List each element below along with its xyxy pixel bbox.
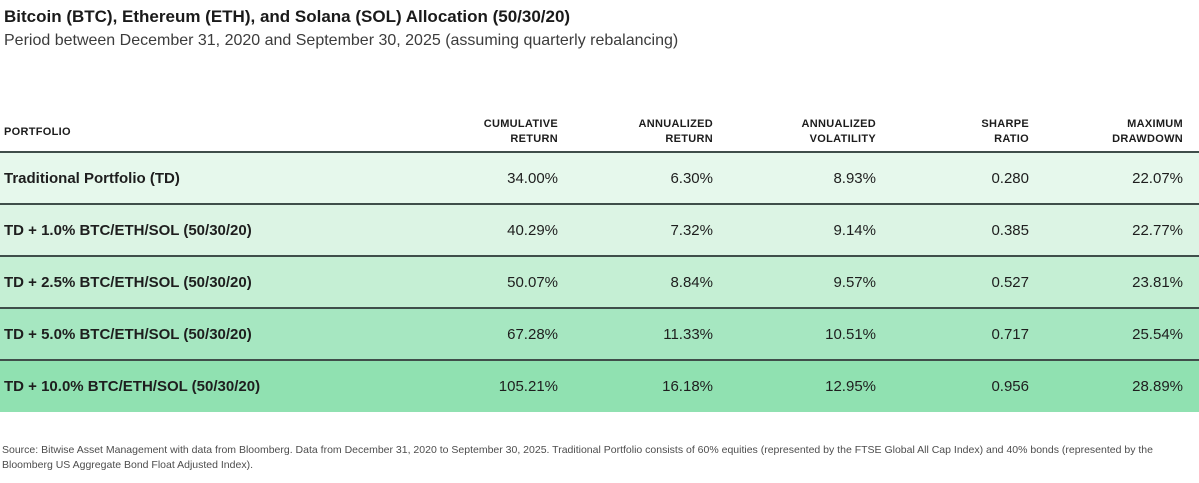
annualized-volatility-value: 12.95% [825,378,876,395]
portfolio-label: TD + 1.0% BTC/ETH/SOL (50/30/20) [4,221,252,239]
maximum-drawdown-value: 25.54% [1132,325,1183,343]
source-note: Source: Bitwise Asset Management with da… [2,444,1153,471]
column-header-annualized-return: ANNUALIZED RETURN [558,113,713,153]
cumulative-return-value: 67.28% [507,325,558,343]
annualized-volatility-value: 9.57% [833,273,876,291]
portfolio-label: TD + 2.5% BTC/ETH/SOL (50/30/20) [4,273,252,291]
table-row: TD + 2.5% BTC/ETH/SOL (50/30/20) 50.07% … [0,256,1199,308]
maximum-drawdown-value: 23.81% [1132,273,1183,291]
annualized-return-value: 16.18% [662,378,713,395]
sharpe-ratio-value: 0.280 [991,169,1029,187]
sharpe-ratio-value: 0.717 [991,325,1029,343]
sharpe-ratio-value: 0.956 [991,378,1029,395]
page-title: Bitcoin (BTC), Ethereum (ETH), and Solan… [4,7,571,26]
sharpe-ratio-value: 0.527 [991,273,1029,291]
cumulative-return-value: 105.21% [498,378,558,395]
table-header-row: PORTFOLIO CUMULATIVE RETURN ANNUALIZED R… [0,113,1199,153]
cumulative-return-value: 50.07% [507,273,558,291]
maximum-drawdown-value: 22.07% [1132,169,1183,187]
sharpe-ratio-value: 0.385 [991,221,1029,239]
column-header-annualized-volatility: ANNUALIZED VOLATILITY [713,113,876,153]
annualized-return-value: 11.33% [663,325,713,343]
table-row: TD + 10.0% BTC/ETH/SOL (50/30/20) 105.21… [0,360,1199,412]
annualized-return-value: 7.32% [670,221,713,239]
portfolio-label: Traditional Portfolio (TD) [4,169,180,187]
table-row: TD + 1.0% BTC/ETH/SOL (50/30/20) 40.29% … [0,204,1199,256]
annualized-volatility-value: 10.51% [825,325,876,343]
maximum-drawdown-value: 28.89% [1132,378,1183,395]
portfolio-label: TD + 10.0% BTC/ETH/SOL (50/30/20) [4,378,261,395]
cumulative-return-value: 34.00% [507,169,558,187]
annualized-volatility-value: 8.93% [833,169,876,187]
maximum-drawdown-value: 22.77% [1132,221,1183,239]
column-header-cumulative-return: CUMULATIVE RETURN [380,113,558,153]
table-row: TD + 5.0% BTC/ETH/SOL (50/30/20) 67.28% … [0,308,1199,360]
column-header-portfolio: PORTFOLIO [0,113,380,153]
portfolio-label: TD + 5.0% BTC/ETH/SOL (50/30/20) [4,325,252,343]
table-row: Traditional Portfolio (TD) 34.00% 6.30% … [0,152,1199,204]
allocation-table: PORTFOLIO CUMULATIVE RETURN ANNUALIZED R… [0,113,1199,412]
annualized-volatility-value: 9.14% [833,221,876,239]
annualized-return-value: 8.84% [670,273,713,291]
annualized-return-value: 6.30% [670,169,713,187]
cumulative-return-value: 40.29% [507,221,558,239]
page-subtitle: Period between December 31, 2020 and Sep… [4,32,679,50]
column-header-sharpe-ratio: SHARPE RATIO [876,113,1029,153]
column-header-maximum-drawdown: MAXIMUM DRAWDOWN [1029,113,1199,153]
